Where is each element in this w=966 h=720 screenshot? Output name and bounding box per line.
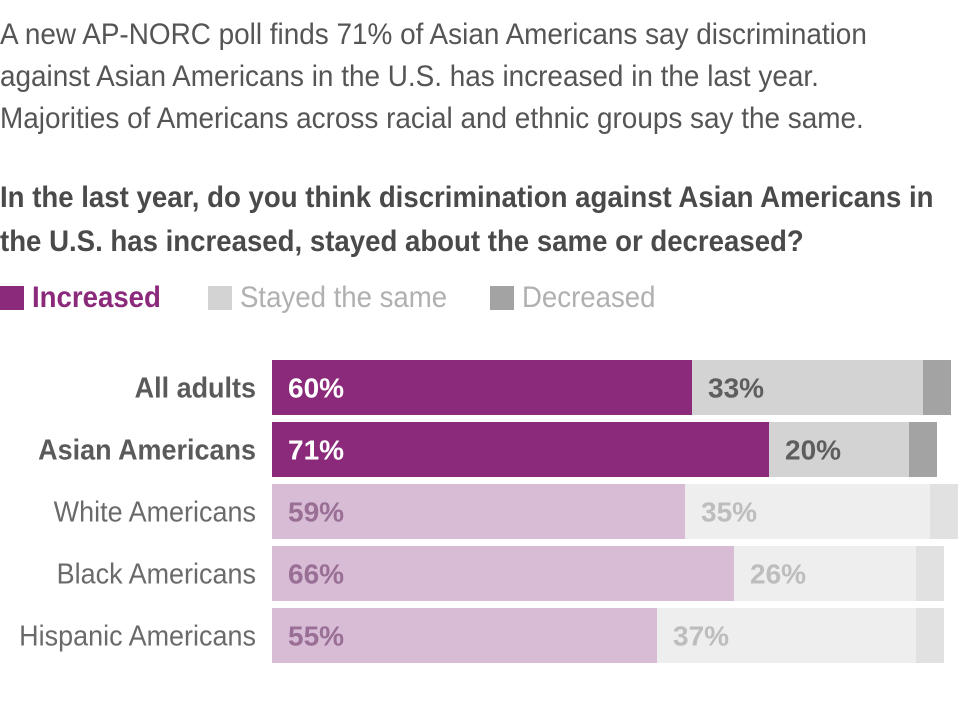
data-label-stayed-the-same-all-adults: 33% [708,373,764,404]
legend-swatch-decreased [490,286,514,310]
bar-increased-white-americans [272,484,685,539]
legend-label-decreased: Decreased [522,281,656,314]
legend: Increased Stayed the same Decreased [0,280,966,316]
data-label-stayed-the-same-asian-americans: 20% [785,435,841,466]
category-label-hispanic-americans: Hispanic Americans [19,620,256,652]
bar-stayed-the-same-white-americans [685,484,930,539]
legend-item-stayed-the-same: Stayed the same [208,280,465,316]
legend-swatch-increased [0,286,24,310]
data-label-increased-black-americans: 66% [288,559,344,590]
data-label-stayed-the-same-hispanic-americans: 37% [673,621,729,652]
data-label-stayed-the-same-black-americans: 26% [750,559,806,590]
bar-increased-black-americans [272,546,734,601]
intro-text: A new AP-NORC poll finds 71% of Asian Am… [0,18,867,135]
bar-decreased-black-americans [916,546,944,601]
bar-stayed-the-same-black-americans [734,546,916,601]
bar-decreased-white-americans [930,484,958,539]
bar-increased-asian-americans [272,422,769,477]
bar-stayed-the-same-all-adults [692,360,923,415]
legend-label-stayed-the-same: Stayed the same [240,281,448,314]
bar-decreased-all-adults [923,360,951,415]
data-label-increased-all-adults: 60% [288,373,344,404]
bar-increased-hispanic-americans [272,608,657,663]
bar-stayed-the-same-hispanic-americans [657,608,916,663]
category-label-all-adults: All adults [135,372,256,404]
data-label-stayed-the-same-white-americans: 35% [701,497,757,528]
legend-item-decreased: Decreased [490,280,667,316]
bar-decreased-hispanic-americans [916,608,944,663]
bar-increased-all-adults [272,360,692,415]
legend-swatch-stayed-the-same [208,286,232,310]
bar-stayed-the-same-asian-americans [769,422,909,477]
data-label-increased-white-americans: 59% [288,497,344,528]
category-label-black-americans: Black Americans [57,558,256,590]
category-label-white-americans: White Americans [54,496,256,528]
data-label-increased-asian-americans: 71% [288,435,344,466]
chart-question: In the last year, do you think discrimin… [0,181,934,258]
data-label-increased-hispanic-americans: 55% [288,621,344,652]
bar-decreased-asian-americans [909,422,937,477]
legend-label-increased: Increased [32,281,161,314]
category-label-asian-americans: Asian Americans [38,434,256,466]
legend-item-increased: Increased [0,280,172,316]
